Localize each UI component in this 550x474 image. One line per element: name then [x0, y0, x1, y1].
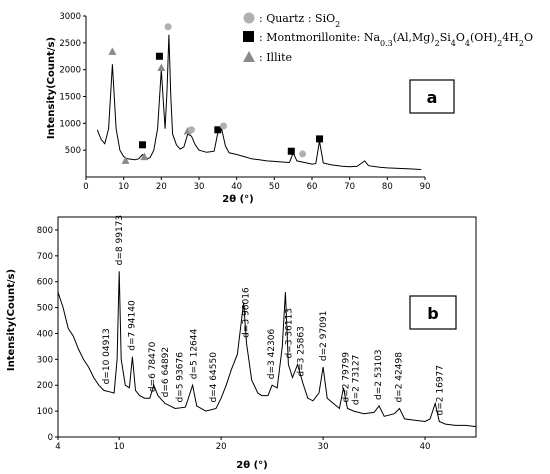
illite-marker: [108, 47, 117, 55]
montmorillonite-marker: [287, 147, 295, 155]
y-tick-label: 2500: [59, 39, 81, 49]
y-tick-label: 500: [65, 146, 81, 156]
panel-b-label: b: [427, 304, 438, 323]
y-tick-label: 500: [37, 304, 53, 314]
panel-b-ylabel: Intensity(Count/s): [6, 269, 17, 371]
x-tick-label: 30: [194, 182, 205, 192]
x-tick-label: 4: [55, 442, 60, 452]
peak-d-spacing-label: d=3 36113: [284, 308, 294, 358]
peak-d-spacing-label: d=2 97091: [319, 311, 329, 361]
x-tick-label: 20: [156, 182, 167, 192]
quartz-marker: [219, 122, 227, 130]
quartz-marker: [164, 23, 172, 31]
peak-d-spacing-label: d=3 96016: [242, 287, 252, 338]
panel-a-phase-markers: [108, 23, 324, 164]
panel-a-label-box: [409, 79, 455, 114]
x-tick-label: 0: [83, 182, 88, 192]
peak-d-spacing-label: d=6 78470: [148, 341, 158, 392]
y-tick-label: 600: [37, 278, 53, 288]
peak-d-spacing-label: d=7 94140: [127, 300, 137, 351]
illite-marker: [140, 152, 149, 161]
x-tick-label: 40: [420, 442, 431, 452]
peak-d-spacing-label: d=2 79799: [342, 352, 352, 403]
quartz-marker: [187, 126, 195, 134]
y-tick-label: 800: [37, 226, 53, 236]
peak-d-spacing-label: d=3 25863: [297, 326, 307, 376]
peak-d-spacing-label: d=2 53103: [374, 349, 384, 399]
legend-montmorillonite-label: : Montmorillonite: Na0.3(Al,Mg)2Si4O4(OH…: [259, 31, 533, 48]
x-tick-label: 20: [216, 442, 227, 452]
x-tick-label: 30: [318, 442, 329, 452]
panel-a-label: a: [427, 88, 438, 107]
y-tick-label: 1500: [59, 93, 81, 103]
y-tick-label: 2000: [59, 66, 81, 76]
panel-a-legend: : Quartz : SiO2 : Montmorillonite: Na0.3…: [243, 12, 533, 64]
legend-illite-marker: [243, 51, 255, 62]
peak-d-spacing-label: d=2 73127: [352, 355, 362, 405]
peak-d-spacing-label: d=2 42498: [395, 352, 405, 403]
y-tick-label: 100: [37, 407, 53, 417]
peak-d-spacing-label: d=6 64892: [161, 347, 171, 397]
y-tick-label: 1000: [59, 119, 81, 129]
panel-a-ylabel: Intensity(Count/s): [46, 37, 57, 139]
illite-marker: [157, 63, 166, 72]
legend-montmorillonite-marker: [243, 31, 254, 42]
chart-panel-a: 0 10 20 30 40 50 60 70 80 90 500 1000 1500 2000 2500 30…: [46, 12, 533, 205]
montmorillonite-marker: [139, 141, 146, 149]
x-tick-label: 90: [420, 182, 431, 192]
panel-a-ticks: 0 10 20 30 40 50 60 70 80 90 500 1000 1500 2000 2500 30…: [59, 12, 430, 192]
peak-d-spacing-label: d=3 42306: [267, 328, 277, 379]
x-tick-label: 10: [114, 442, 125, 452]
y-tick-label: 3000: [59, 12, 81, 22]
peak-d-spacing-label: d=8 99173: [115, 215, 125, 265]
quartz-marker: [299, 150, 307, 158]
y-tick-label: 300: [37, 355, 53, 365]
x-tick-label: 60: [307, 182, 318, 192]
panel-b-xlabel: 2θ (°): [236, 460, 267, 471]
montmorillonite-marker: [316, 135, 324, 143]
peak-d-spacing-label: d=2 16977: [435, 365, 445, 415]
illite-marker: [121, 156, 130, 164]
montmorillonite-marker: [155, 52, 163, 60]
peak-d-spacing-label: d=5 12644: [190, 328, 200, 379]
panel-b-label-box: [409, 295, 457, 330]
legend-quartz-label: : Quartz : SiO2: [259, 12, 340, 29]
peak-d-spacing-label: d=10 04913: [102, 328, 112, 384]
legend-quartz-marker: [243, 12, 255, 24]
x-tick-label: 70: [344, 182, 355, 192]
y-tick-label: 400: [37, 329, 53, 339]
panel-a-series-line: [96, 34, 422, 170]
peak-d-spacing-label: d=5 93676: [175, 352, 185, 403]
peak-d-spacing-label: d=4 64550: [209, 352, 219, 403]
x-tick-label: 10: [118, 182, 129, 192]
panel-b-series-line: [57, 271, 477, 428]
panel-b-peak-labels: d=10 04913 d=8 99173 d=7 94140 d=6 78470 d=6…: [102, 215, 445, 416]
y-tick-label: 200: [37, 381, 53, 391]
panel-a-xlabel: 2θ (°): [222, 194, 253, 205]
x-tick-label: 80: [382, 182, 393, 192]
y-tick-label: 0: [48, 433, 53, 443]
y-tick-label: 700: [37, 252, 53, 262]
legend-illite-label: : Illite: [259, 51, 292, 64]
panel-b-axes: [57, 216, 477, 438]
montmorillonite-marker: [214, 126, 222, 134]
plot-frame: [57, 216, 477, 438]
x-tick-label: 50: [269, 182, 280, 192]
x-tick-label: 40: [231, 182, 242, 192]
